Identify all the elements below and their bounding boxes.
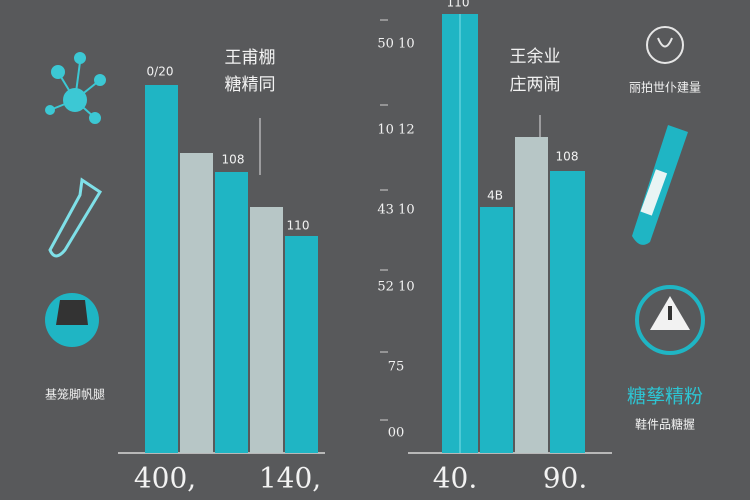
pen-icon: [632, 125, 688, 245]
axis-ticks: [380, 19, 388, 421]
bar: [145, 85, 178, 453]
bottom-label: 90.: [543, 462, 588, 495]
bar-label: 108: [556, 150, 579, 164]
bar-label: 110: [287, 219, 310, 233]
bar: [250, 207, 283, 453]
caption: 基笼脚帆腿: [45, 387, 105, 402]
right-chart: 50 10 10 12 43 10 52 10 75 00 110 王余业 庄两…: [377, 0, 612, 495]
axis-label: 43 10: [377, 203, 414, 218]
warning-icon: [635, 285, 705, 355]
title: 王余业: [510, 47, 561, 67]
caption: 鞋件品糖握: [635, 417, 695, 432]
badge-icon: [45, 293, 99, 347]
bar: [550, 171, 585, 453]
axis-label: 10 12: [377, 123, 414, 138]
bar-label: 108: [222, 153, 245, 167]
top-label: 110: [447, 0, 470, 10]
bottom-label: 40.: [433, 462, 478, 495]
bar-label: 4B: [487, 189, 503, 203]
bar-label: 0/20: [147, 65, 174, 79]
bar: [215, 172, 248, 453]
highlight-text: 糖孳精粉: [627, 386, 703, 408]
bar: [515, 137, 548, 453]
title: 王甫棚: [225, 48, 276, 68]
left-chart: 王甫棚 糖精同 0/20 108 110 400, 140,: [118, 48, 325, 495]
title: 庄两闹: [510, 75, 561, 95]
tube-icon: [48, 177, 103, 258]
face-icon: [646, 26, 684, 64]
bottom-label: 140,: [259, 462, 321, 495]
axis-label: 00: [388, 426, 405, 441]
bar: [180, 153, 213, 453]
axis-label: 52 10: [377, 280, 414, 295]
axis-label: 50 10: [377, 37, 414, 52]
title: 糖精同: [225, 75, 276, 95]
molecule-icon: [45, 52, 106, 124]
bar: [480, 207, 513, 453]
caption: 丽拍世仆建量: [629, 80, 701, 95]
bar: [285, 236, 318, 453]
axis-label: 75: [388, 360, 405, 375]
bottom-label: 400,: [134, 462, 196, 495]
